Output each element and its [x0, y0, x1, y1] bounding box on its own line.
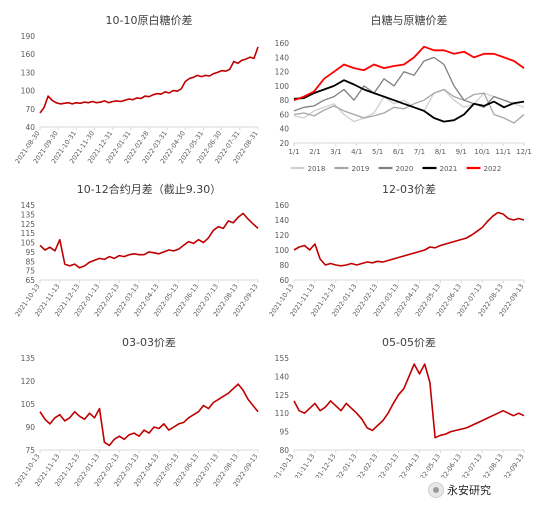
y-tick-label: 105: [21, 239, 36, 248]
y-tick-label: 140: [275, 216, 290, 225]
watermark: 永安研究: [428, 481, 528, 499]
legend-label: 2019: [352, 165, 370, 173]
y-tick-label: 120: [21, 377, 36, 386]
y-tick-label: 135: [21, 354, 36, 363]
y-tick-label: 105: [21, 400, 36, 409]
y-tick-label: 75: [25, 446, 35, 455]
x-tick-label: 3/1: [330, 148, 341, 156]
series-line-series-0: [293, 211, 525, 267]
chart-10-10-white-spread: 10-10原白糖价差 40 70 100 130 160 190 2021-08-30 2021…: [0, 0, 268, 180]
x-tick-label: 10/1: [474, 148, 490, 156]
chart-svg: 10-12合约月差（截止9.30） 65758595105115125135145…: [13, 182, 259, 318]
y-tick-label: 60: [279, 276, 289, 285]
y-tick-label: 65: [25, 276, 35, 285]
y-tick-label: 80: [279, 261, 289, 270]
chart-svg: 03-03价差75901051201352021-10-132021-11-13…: [13, 335, 259, 488]
watermark-text: 永安研究: [447, 484, 491, 497]
y-tick-label: 160: [275, 201, 290, 210]
y-tick-label: 145: [21, 201, 36, 210]
y-tick-label: 80: [279, 96, 289, 105]
series-line-series-0: [39, 212, 259, 269]
chart-title: 10-10原白糖价差: [106, 13, 193, 27]
legend-label: 2020: [396, 165, 414, 173]
y-tick-label: 40: [279, 125, 289, 134]
x-tick-label: 9/1: [456, 148, 467, 156]
y-tick-label: 125: [275, 391, 290, 400]
y-tick-label: 140: [275, 53, 290, 62]
chart-title: 03-03价差: [122, 338, 176, 349]
y-tick-label: 130: [21, 68, 36, 77]
chart-title: 05-05价差: [382, 338, 436, 349]
x-tick-label: 2021-10-13: [268, 453, 296, 478]
series-line-2022: [293, 45, 525, 102]
series-line-series-0: [293, 363, 525, 439]
y-tick-label: 95: [279, 428, 289, 437]
y-tick-label: 120: [275, 68, 290, 77]
y-tick-label: 110: [275, 409, 290, 418]
y-tick-label: 100: [275, 82, 290, 91]
legend-label: 2018: [308, 165, 326, 173]
y-tick-label: 125: [21, 220, 36, 229]
chart-svg: 12-03价差60801001201401602021-10-132021-11…: [267, 182, 525, 318]
chart-svg: 白糖与原糖价差 20 40 60 80 100 120 140 160 1/1 2/1 3/1 4/1 5…: [275, 13, 532, 173]
y-tick-label: 160: [275, 39, 290, 48]
y-tick-label: 120: [275, 231, 290, 240]
chart-title: 白糖与原糖价差: [371, 13, 448, 27]
y-tick-label: 160: [21, 50, 36, 59]
chart-white-raw-spread: 白糖与原糖价差 20 40 60 80 100 120 140 160 1/1 2/1 3/1 4/1 5…: [268, 0, 533, 180]
y-tick-label: 75: [25, 267, 35, 276]
chart-10-12-contract-spread: 10-12合约月差（截止9.30） 65 75 85 95 105 115 125 135 145…: [0, 180, 268, 340]
chart-title: 12-03价差: [382, 182, 436, 196]
series-line-series-0: [39, 46, 259, 114]
chart-svg: 10-10原白糖价差40701001301601902021-08-302021…: [13, 13, 259, 165]
y-tick-label: 60: [279, 110, 289, 119]
y-tick-label: 95: [25, 248, 35, 257]
y-tick-label: 135: [21, 210, 36, 219]
y-tick-label: 80: [279, 446, 289, 455]
x-tick-label: 5/1: [372, 148, 383, 156]
legend-label: 2021: [440, 165, 458, 173]
chart-svg: 05-05价差80951101251401552021-10-132021-11…: [267, 335, 525, 488]
x-tick-label: 1/1: [288, 148, 299, 156]
series-line-2018: [293, 88, 525, 123]
y-tick-label: 70: [25, 105, 35, 114]
x-tick-label: 6/1: [393, 148, 404, 156]
x-tick-label: 8/1: [435, 148, 446, 156]
y-tick-label: 115: [21, 229, 36, 238]
wechat-logo-icon: [428, 482, 444, 498]
y-tick-label: 190: [21, 32, 36, 41]
series-line-2021: [293, 79, 525, 123]
y-tick-label: 85: [25, 257, 35, 266]
y-tick-label: 20: [279, 139, 289, 148]
x-tick-label: 12/1: [516, 148, 532, 156]
chart-title: 10-12合约月差（截止9.30）: [77, 182, 221, 196]
x-tick-label: 4/1: [351, 148, 362, 156]
series-line-series-0: [39, 383, 259, 447]
chart-12-03-spread: 12-03价差 60 80 100 120 140 160 2021-10-13 2021-11…: [267, 180, 533, 340]
chart-03-03-spread: 03-03价差 75 90 105 120 135 2021-10-13 2021-11-13…: [0, 335, 268, 503]
chart-05-05-spread: 05-05价差 80 95 110 125 140 155 2021-10-13 2021-11…: [267, 335, 533, 488]
x-tick-label: 7/1: [414, 148, 425, 156]
legend-label: 2022: [484, 165, 502, 173]
y-tick-label: 100: [21, 87, 36, 96]
x-tick-label: 11/1: [495, 148, 511, 156]
y-tick-label: 90: [25, 423, 35, 432]
y-tick-label: 140: [275, 372, 290, 381]
y-tick-label: 100: [275, 246, 290, 255]
y-tick-label: 40: [25, 123, 35, 132]
x-tick-label: 2/1: [309, 148, 320, 156]
y-tick-label: 155: [275, 354, 290, 363]
